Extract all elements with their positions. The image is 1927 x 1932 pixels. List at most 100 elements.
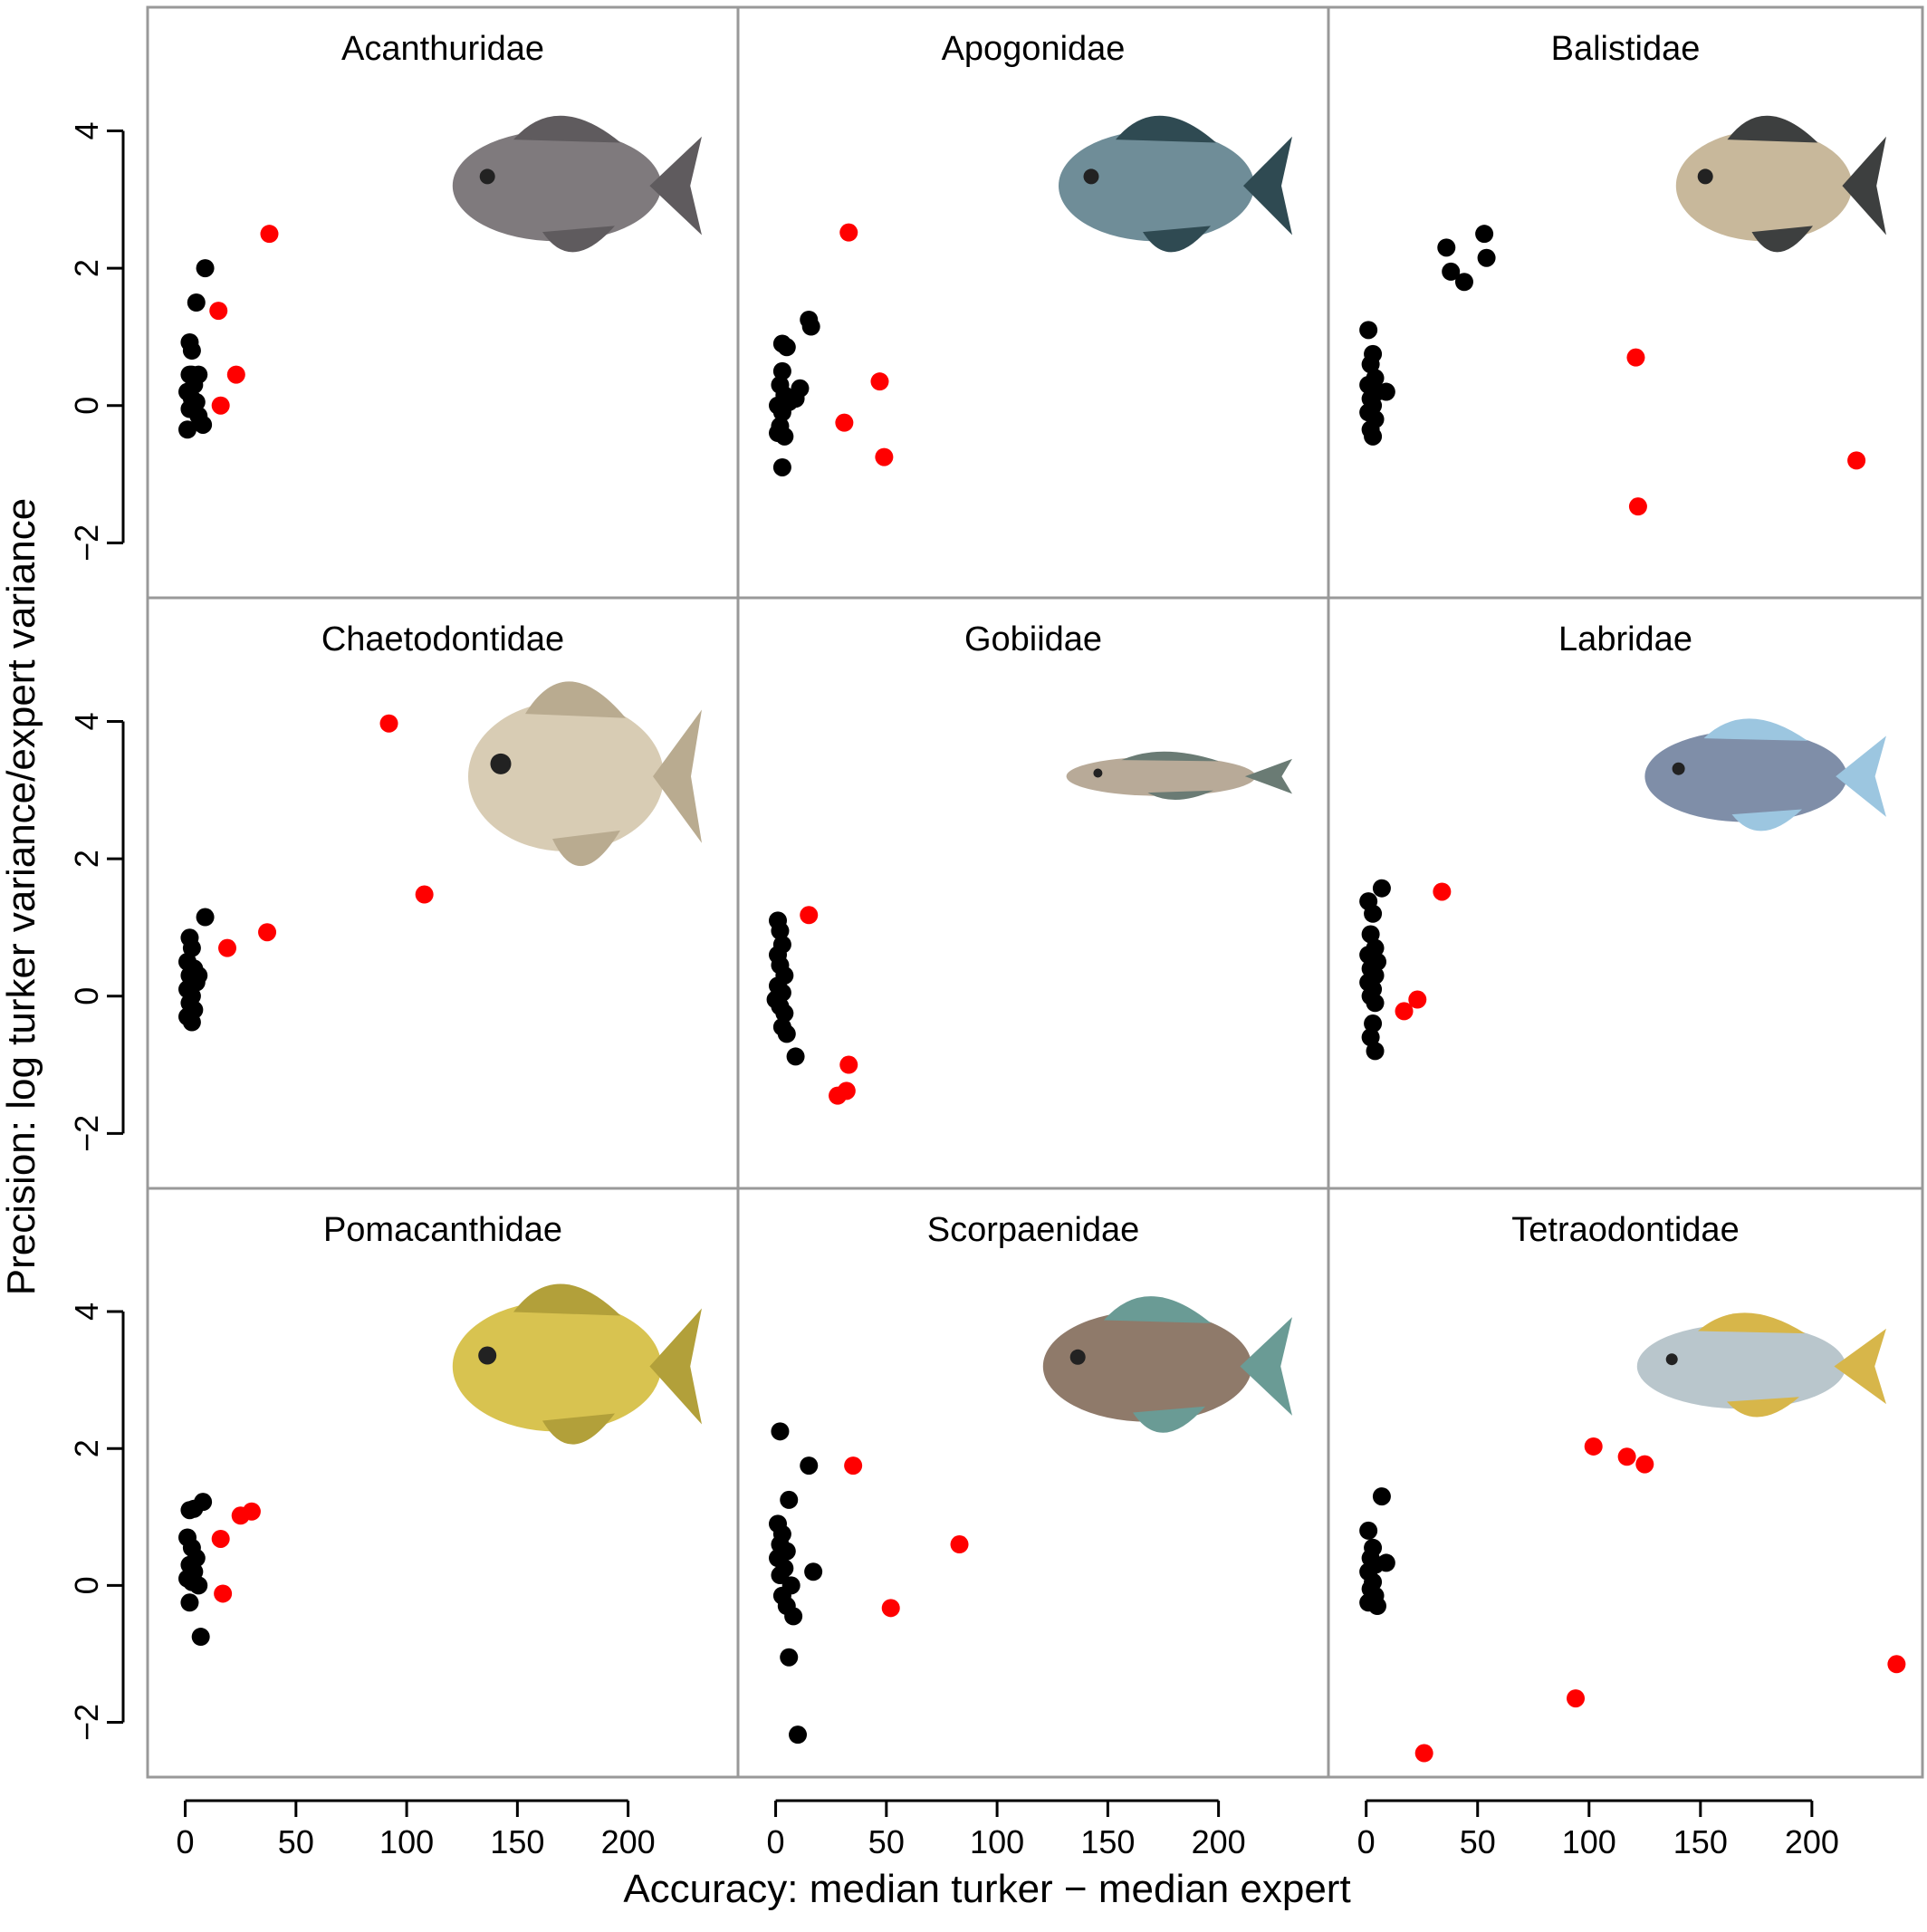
- fish-eye: [1665, 1353, 1678, 1366]
- x-tick-label: 200: [1192, 1823, 1246, 1860]
- y-axis: −2 0 2 4: [68, 712, 125, 1152]
- fish-eye: [478, 1346, 497, 1365]
- data-point-black: [1437, 238, 1456, 257]
- fish-dorsal-fin: [1116, 115, 1216, 143]
- data-point-black: [1361, 355, 1380, 374]
- data-point-red: [1628, 497, 1647, 516]
- data-point-black: [772, 403, 791, 422]
- data-point-black: [771, 1422, 790, 1441]
- data-point-black: [772, 457, 791, 476]
- data-point-red: [1395, 1002, 1414, 1021]
- y-tick-label: 2: [68, 1439, 105, 1457]
- fish-body: [452, 130, 662, 242]
- fish-tail: [649, 1308, 702, 1425]
- data-point-red: [226, 365, 245, 384]
- data-point-red: [258, 923, 277, 942]
- panel-border: [736, 596, 1330, 1190]
- fish-anal-fin: [552, 830, 620, 867]
- data-point-black: [196, 259, 215, 278]
- data-point-black: [771, 921, 790, 940]
- data-point-red: [1847, 451, 1866, 470]
- data-point-black: [1477, 248, 1496, 267]
- data-point-red: [875, 447, 894, 466]
- data-point-black: [775, 1004, 794, 1023]
- data-point-black: [780, 1490, 799, 1509]
- data-point-black: [182, 365, 201, 384]
- x-tick-label: 100: [379, 1823, 434, 1860]
- data-point-black: [1361, 1028, 1380, 1047]
- fish-tail: [1240, 1317, 1292, 1416]
- data-point-red: [1414, 1744, 1433, 1763]
- data-point-black: [772, 361, 791, 380]
- data-point-red: [415, 885, 434, 904]
- data-point-red: [839, 223, 858, 242]
- panels-layer: Acanthuridae Apogonidae Balistidae Chaetodo…: [146, 5, 1924, 1779]
- fish-dorsal-fin: [1698, 1312, 1806, 1334]
- x-axis: 0 50 100 150 200: [177, 1799, 656, 1860]
- panel-border: [736, 5, 1330, 600]
- data-point-red: [218, 938, 237, 957]
- data-point-red: [1617, 1447, 1636, 1466]
- panel-border: [1327, 1187, 1924, 1779]
- x-tick-label: 200: [601, 1823, 656, 1860]
- fish-body: [1042, 1311, 1252, 1422]
- fish-body: [1636, 1323, 1846, 1409]
- data-point-black: [1364, 1014, 1383, 1033]
- data-point-black: [180, 1593, 199, 1612]
- data-point-black: [780, 1648, 799, 1667]
- panel-border: [1327, 596, 1924, 1190]
- fish-eye: [1069, 1349, 1086, 1365]
- y-tick-label: 4: [68, 712, 105, 730]
- data-point-black: [1364, 904, 1383, 923]
- fish-body: [1644, 730, 1847, 822]
- panel-acanthuridae: Acanthuridae: [146, 5, 740, 600]
- fish-anal-fin: [1143, 226, 1211, 253]
- data-point-black: [196, 908, 215, 927]
- data-point-black: [1364, 427, 1383, 446]
- data-point-black: [1361, 925, 1380, 944]
- data-point-black: [1359, 1521, 1378, 1540]
- panel-border: [146, 596, 740, 1190]
- y-tick-label: −2: [68, 524, 105, 562]
- data-point-red: [950, 1535, 969, 1554]
- x-axis: 0 50 100 150 200: [1357, 1799, 1839, 1860]
- fish-tail: [1244, 758, 1292, 794]
- fish-body: [1059, 130, 1254, 242]
- x-tick-label: 50: [1460, 1823, 1496, 1860]
- panel-border: [1327, 5, 1924, 600]
- x-tick-label: 150: [490, 1823, 544, 1860]
- data-point-black: [180, 332, 199, 351]
- y-axis-label: Precision: log turker variance/expert va…: [0, 498, 43, 1295]
- panel-title: Apogonidae: [942, 30, 1126, 68]
- data-point-red: [379, 714, 398, 733]
- data-point-black: [1372, 879, 1391, 898]
- panel-border: [146, 1187, 740, 1779]
- data-point-red: [870, 372, 889, 391]
- panel-scorpaenidae: Scorpaenidae: [736, 1187, 1330, 1779]
- fish-dorsal-fin: [513, 115, 621, 143]
- data-point-black: [786, 1047, 805, 1066]
- x-tick-label: 0: [767, 1823, 785, 1860]
- data-point-black: [1376, 382, 1395, 401]
- fish-body: [468, 701, 664, 851]
- data-point-black: [1376, 1553, 1395, 1572]
- data-point-black: [1366, 1042, 1385, 1061]
- data-point-black: [185, 1499, 204, 1518]
- data-point-red: [1433, 882, 1452, 901]
- x-tick-label: 50: [278, 1823, 314, 1860]
- panel-border: [736, 1187, 1330, 1779]
- fish-photo: [452, 115, 702, 253]
- fish-photo: [1042, 1296, 1292, 1433]
- fish-dorsal-fin: [1104, 1296, 1212, 1323]
- data-point-black: [187, 293, 206, 312]
- fish-dorsal-fin: [525, 681, 626, 718]
- x-tick-label: 100: [1562, 1823, 1616, 1860]
- data-point-black: [1475, 225, 1494, 244]
- data-point-black: [194, 415, 213, 434]
- y-tick-label: 4: [68, 121, 105, 139]
- x-tick-label: 150: [1080, 1823, 1135, 1860]
- data-point-black: [191, 1628, 210, 1647]
- data-point-red: [1584, 1437, 1603, 1456]
- data-point-black: [789, 1725, 808, 1745]
- panel-title: Chaetodontidae: [321, 620, 564, 658]
